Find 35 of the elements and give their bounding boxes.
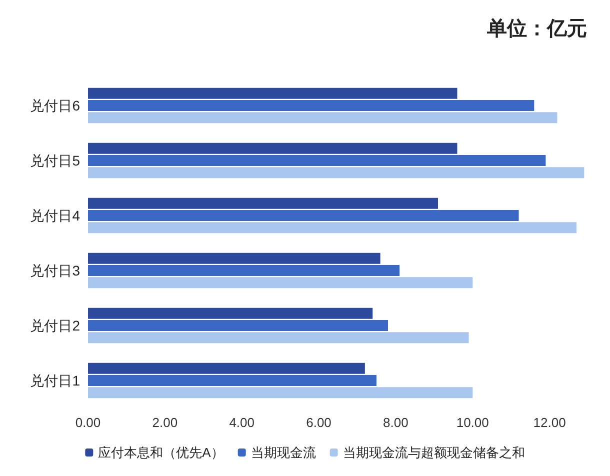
y-tick-label: 兑付日2 xyxy=(30,318,80,334)
x-tick-label: 8.00 xyxy=(383,415,408,430)
bar xyxy=(88,167,584,178)
bar xyxy=(88,252,380,264)
y-tick-label: 兑付日3 xyxy=(30,262,80,278)
chart-title: 单位：亿元 xyxy=(486,17,587,40)
x-tick-label: 10.00 xyxy=(456,415,489,430)
y-tick-label: 兑付日1 xyxy=(30,372,80,388)
bar xyxy=(88,387,473,398)
x-tick-label: 12.00 xyxy=(533,415,566,430)
bar xyxy=(88,332,469,344)
bar xyxy=(88,142,458,154)
bar xyxy=(88,210,519,221)
bar xyxy=(88,320,388,331)
bar xyxy=(88,308,373,319)
legend-label: 当期现金流与超额现金储备之和 xyxy=(342,445,525,460)
y-tick-label: 兑付日5 xyxy=(30,152,80,168)
x-tick-label: 4.00 xyxy=(229,415,254,430)
y-tick-label: 兑付日6 xyxy=(30,98,80,114)
bar xyxy=(88,277,473,288)
bar xyxy=(88,100,534,111)
legend-label: 当期现金流 xyxy=(250,445,316,460)
y-tick-label: 兑付日4 xyxy=(30,208,80,224)
bar xyxy=(88,155,546,166)
bar xyxy=(88,362,365,374)
bar xyxy=(88,265,400,276)
x-tick-label: 2.00 xyxy=(152,415,178,430)
bar xyxy=(88,112,558,124)
bar xyxy=(88,375,376,386)
bar xyxy=(88,198,438,209)
bar xyxy=(88,222,576,234)
bar xyxy=(88,88,458,99)
x-tick-label: 6.00 xyxy=(306,415,332,430)
legend-label: 应付本息和（优先A） xyxy=(98,445,224,460)
x-tick-label: 0.00 xyxy=(75,415,101,430)
